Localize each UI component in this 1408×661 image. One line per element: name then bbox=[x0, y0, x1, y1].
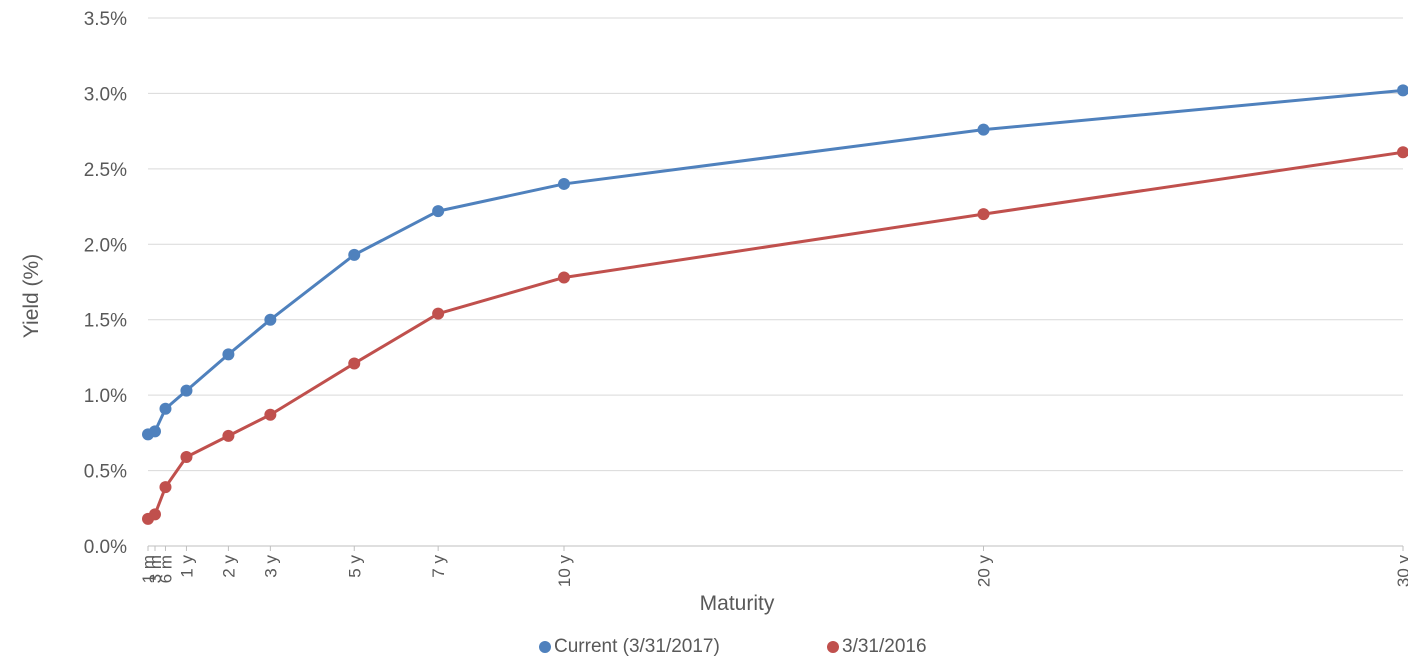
legend-label-current: Current (3/31/2017) bbox=[554, 636, 720, 657]
series-1 bbox=[142, 146, 1408, 525]
legend-marker-current bbox=[539, 641, 551, 653]
y-tick-label: 0.0% bbox=[84, 537, 127, 558]
data-point bbox=[558, 177, 571, 190]
y-tick-labels: 0.0% 0.5% 1.0% 1.5% 2.0% 2.5% 3.0% 3.5% bbox=[84, 9, 127, 558]
data-point bbox=[1397, 146, 1408, 159]
y-tick-label: 1.5% bbox=[84, 311, 127, 332]
x-tick-label: 20 y bbox=[975, 555, 994, 588]
x-tick-label: 10 y bbox=[555, 555, 574, 588]
data-point bbox=[432, 205, 445, 218]
y-tick-label: 3.5% bbox=[84, 9, 127, 30]
data-point bbox=[1397, 84, 1408, 97]
legend-label-previous: 3/31/2016 bbox=[842, 636, 927, 657]
data-point bbox=[222, 429, 235, 442]
legend: Current (3/31/2017) 3/31/2016 bbox=[0, 636, 1408, 660]
data-point bbox=[558, 271, 571, 284]
y-tick-label: 2.5% bbox=[84, 160, 127, 181]
series-layer bbox=[142, 84, 1408, 525]
x-axis-title: Maturity bbox=[700, 592, 775, 615]
y-axis-title: Yield (%) bbox=[20, 254, 43, 338]
legend-marker-previous bbox=[827, 641, 839, 653]
data-point bbox=[148, 508, 161, 521]
data-point bbox=[977, 208, 990, 221]
data-point bbox=[348, 357, 361, 370]
data-point bbox=[148, 425, 161, 438]
x-tick-label: 3 y bbox=[261, 555, 280, 578]
y-tick-label: 0.5% bbox=[84, 462, 127, 483]
y-tick-label: 1.0% bbox=[84, 386, 127, 407]
legend-item-current: Current (3/31/2017) bbox=[539, 636, 720, 658]
legend-item-previous: 3/31/2016 bbox=[827, 636, 927, 658]
x-tick-label: 1 y bbox=[177, 555, 196, 578]
x-tick-label: 30 y bbox=[1394, 555, 1408, 588]
data-point bbox=[977, 123, 990, 136]
data-point bbox=[159, 481, 172, 494]
data-point bbox=[180, 384, 193, 397]
y-tick-label: 2.0% bbox=[84, 235, 127, 256]
data-point bbox=[180, 450, 193, 463]
data-point bbox=[348, 248, 361, 261]
data-point bbox=[264, 408, 277, 421]
x-tick-label: 1 m bbox=[139, 555, 158, 583]
x-tick-label: 5 y bbox=[345, 555, 364, 578]
series-line bbox=[147, 150, 1404, 521]
x-tick-label: 6 m bbox=[156, 555, 175, 583]
y-tick-label: 3.0% bbox=[84, 84, 127, 105]
x-tick-label: 2 y bbox=[219, 555, 238, 578]
series-0 bbox=[142, 84, 1408, 441]
data-point bbox=[264, 313, 277, 326]
data-point bbox=[432, 307, 445, 320]
data-point bbox=[222, 348, 235, 361]
x-tick-label: 3 m bbox=[146, 555, 165, 583]
series-line bbox=[147, 88, 1404, 436]
gridlines bbox=[148, 17, 1403, 547]
x-tick-label: 7 y bbox=[429, 555, 448, 578]
x-tick-labels: 1 m3 m6 m1 y 2 y 3 y 5 y 7 y 10 y 20 y 30 y bbox=[139, 546, 1408, 587]
data-point bbox=[159, 402, 172, 415]
